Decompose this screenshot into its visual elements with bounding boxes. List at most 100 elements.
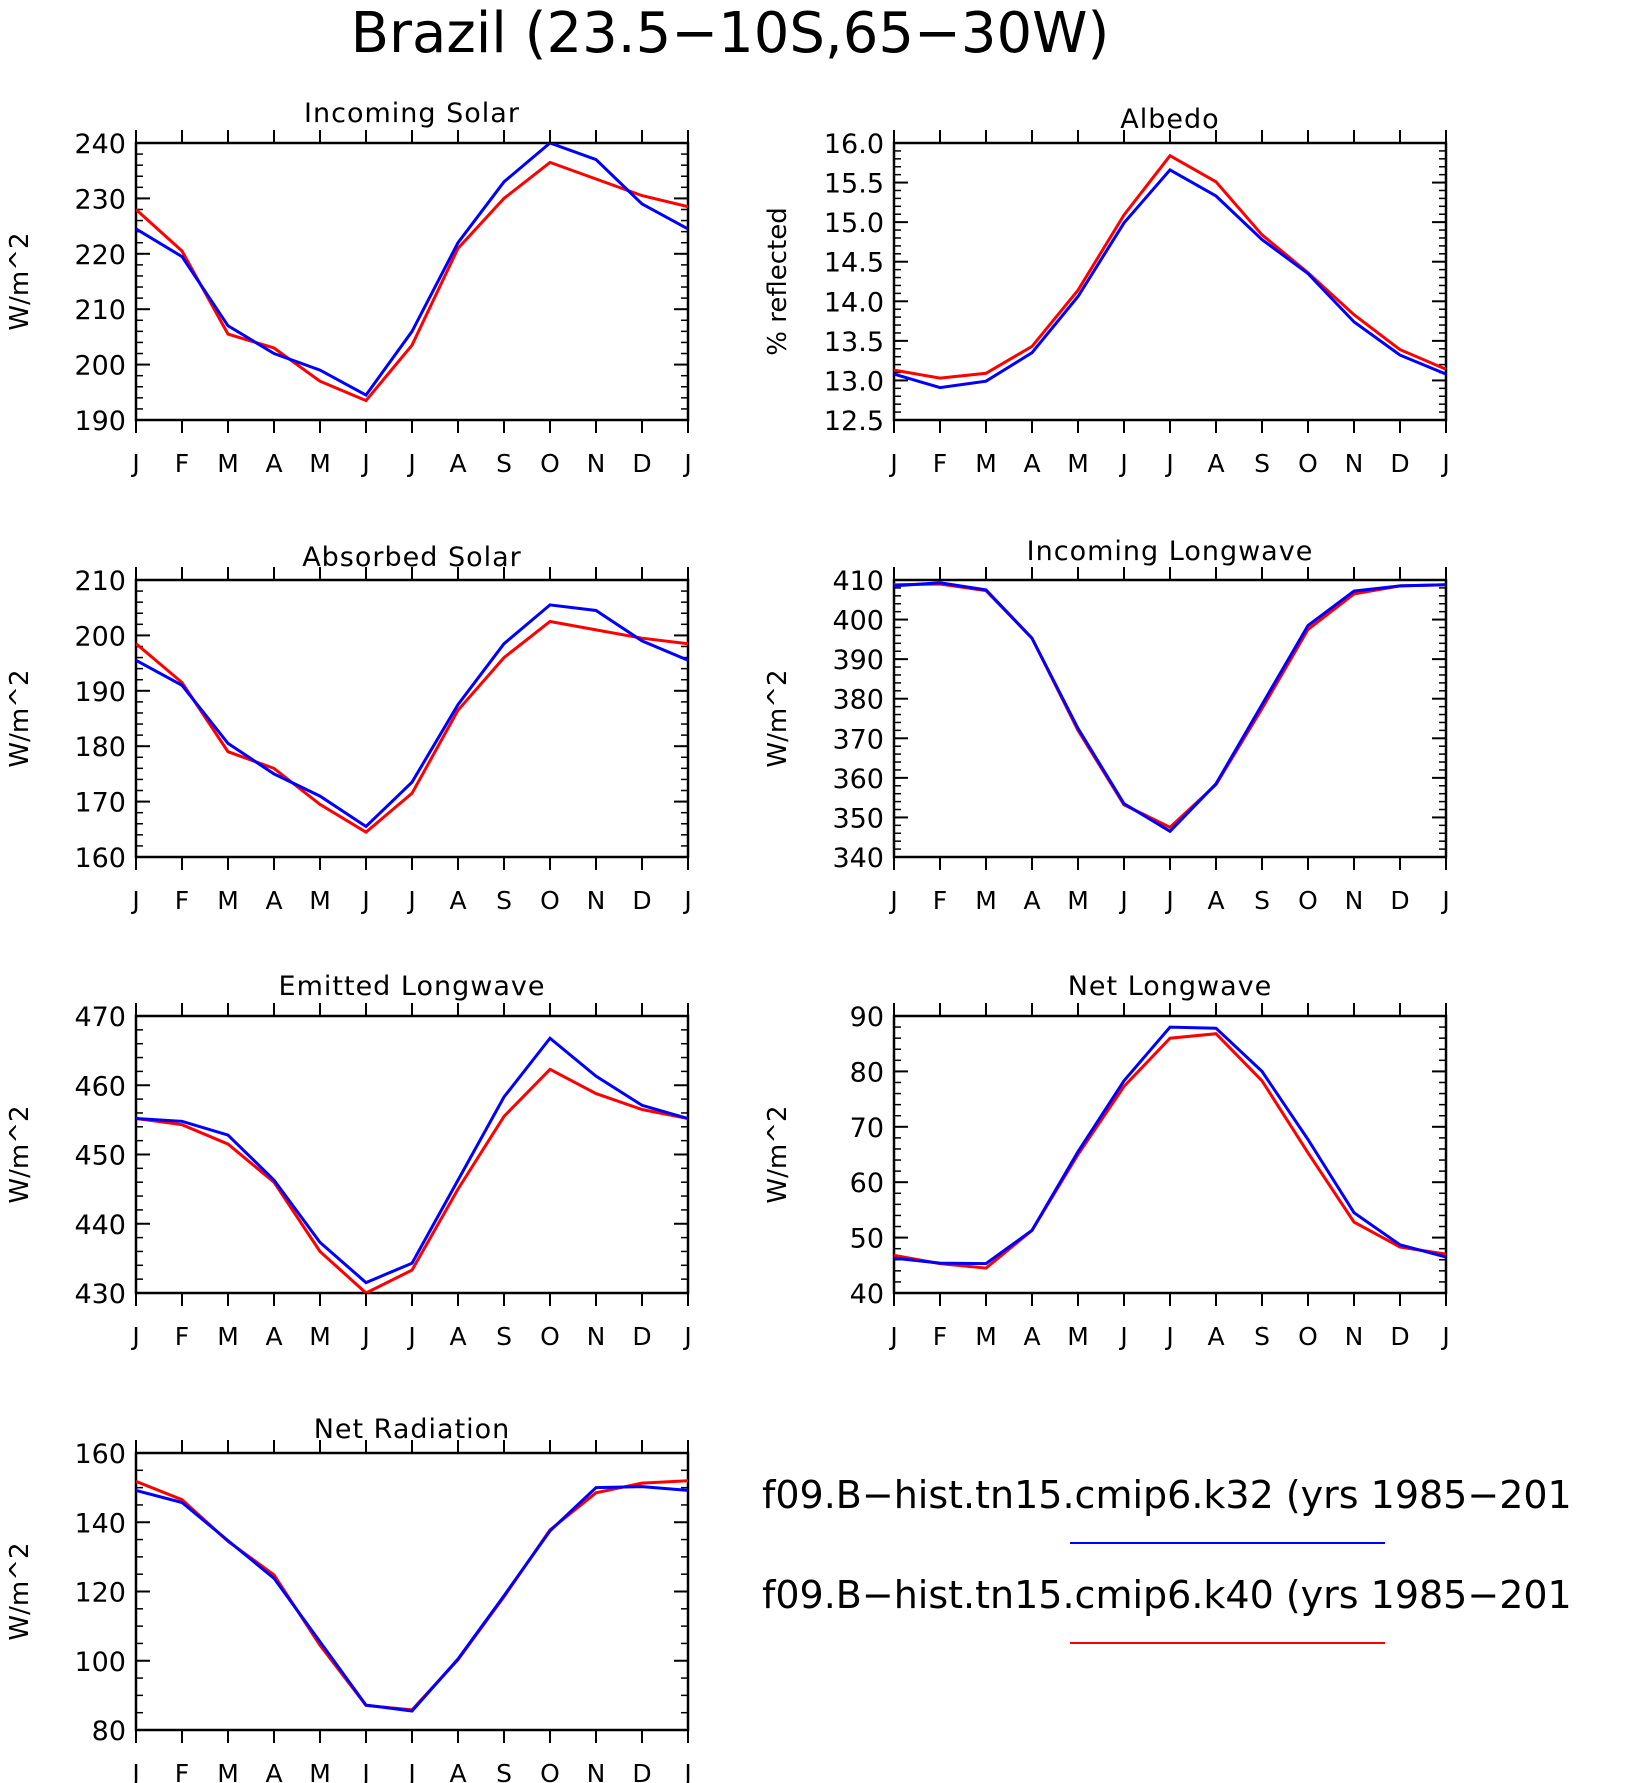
x-tick-label: M [1067, 1322, 1089, 1351]
y-tick-label: 13.5 [824, 327, 884, 358]
y-tick-label: 240 [74, 129, 126, 160]
series-line-red-net-radiation [136, 1479, 688, 1712]
x-tick-label: M [217, 1322, 239, 1351]
y-tick-label: 100 [74, 1647, 126, 1678]
x-tick-label: J [682, 449, 691, 478]
plot-frame-incoming-longwave [892, 578, 1448, 859]
x-tick-label: A [449, 1759, 466, 1783]
y-tick-label: 390 [832, 645, 884, 676]
x-tick-label: F [175, 886, 189, 915]
y-tick-label: 16.0 [824, 129, 884, 160]
y-axis-label-albedo: % reflected [763, 207, 793, 355]
y-tick-label: 15.5 [824, 169, 884, 200]
x-tick-label: S [496, 1759, 512, 1783]
y-tick-label: 200 [74, 351, 126, 382]
x-tick-label: S [1254, 449, 1270, 478]
series-line-red-incoming-solar [136, 160, 688, 403]
y-tick-label: 14.0 [824, 287, 884, 318]
y-tick-label: 15.0 [824, 208, 884, 239]
y-tick-label: 400 [832, 606, 884, 637]
y-tick-label: 430 [74, 1279, 126, 1310]
series-line-blue-emitted-longwave [136, 1036, 688, 1285]
x-tick-label: J [360, 449, 369, 478]
y-tick-label: 14.5 [824, 248, 884, 279]
series-line-blue-incoming-solar [136, 143, 688, 398]
x-tick-label: J [360, 1759, 369, 1783]
x-tick-label: M [309, 449, 331, 478]
x-tick-label: M [309, 1322, 331, 1351]
x-tick-label: A [449, 449, 466, 478]
x-tick-label: D [1390, 449, 1409, 478]
series-line-red-net-longwave [894, 1032, 1446, 1270]
x-tick-label: A [449, 1322, 466, 1351]
x-tick-label: O [540, 886, 560, 915]
panel-incoming-longwave: Incoming Longwave W/m^2 410 400 390 380 370 360… [763, 536, 1450, 915]
legend: f09.B−hist.tn15.cmip6.k32 (yrs 1985−201 … [762, 1473, 1572, 1644]
x-tick-label: J [360, 1322, 369, 1351]
x-tick-label: A [1207, 1322, 1224, 1351]
x-tick-label: F [933, 886, 947, 915]
panel-title-net-longwave: Net Longwave [1068, 971, 1273, 1002]
x-tick-label: M [975, 1322, 997, 1351]
x-tick-label: M [217, 449, 239, 478]
y-axis-label-incoming-longwave: W/m^2 [763, 669, 793, 767]
x-tick-label: F [175, 1322, 189, 1351]
y-axis-label-net-radiation: W/m^2 [5, 1542, 35, 1640]
x-tick-label: N [587, 1759, 606, 1783]
y-tick-label: 170 [74, 788, 126, 819]
series-line-blue-absorbed-solar [136, 603, 688, 829]
y-tick-label: 190 [74, 677, 126, 708]
x-tick-label: D [1390, 1322, 1409, 1351]
x-tick-label: J [682, 1322, 691, 1351]
series-line-blue-net-longwave [894, 1025, 1446, 1266]
x-tick-label: J [1440, 1322, 1449, 1351]
x-tick-label: J [1164, 886, 1173, 915]
x-tick-label: S [496, 1322, 512, 1351]
x-tick-label: J [1118, 1322, 1127, 1351]
x-tick-label: D [632, 1322, 651, 1351]
x-tick-label: N [1345, 1322, 1364, 1351]
x-tick-label: J [130, 449, 139, 478]
y-tick-label: 470 [74, 1002, 126, 1033]
series-line-blue-net-radiation [136, 1485, 688, 1713]
y-tick-label: 40 [850, 1279, 884, 1310]
x-tick-label: S [496, 886, 512, 915]
y-tick-label: 80 [850, 1057, 884, 1088]
panel-title-incoming-solar: Incoming Solar [304, 98, 520, 129]
x-tick-label: M [309, 886, 331, 915]
x-tick-label: N [587, 449, 606, 478]
legend-label-k40: f09.B−hist.tn15.cmip6.k40 (yrs 1985−201 [762, 1573, 1572, 1617]
x-tick-label: J [682, 1759, 691, 1783]
y-tick-label: 210 [74, 566, 126, 597]
y-axis-label-net-longwave: W/m^2 [763, 1105, 793, 1203]
plot-frame-net-longwave [892, 1014, 1448, 1295]
y-axis-label-incoming-solar: W/m^2 [5, 232, 35, 330]
x-tick-label: O [1298, 886, 1318, 915]
series-line-red-emitted-longwave [136, 1067, 688, 1293]
x-tick-label: O [540, 1322, 560, 1351]
x-tick-label: S [496, 449, 512, 478]
y-tick-label: 180 [74, 732, 126, 763]
x-tick-label: A [449, 886, 466, 915]
x-tick-label: A [1023, 886, 1040, 915]
y-tick-label: 340 [832, 843, 884, 874]
x-tick-label: F [175, 1759, 189, 1783]
x-tick-label: J [406, 886, 415, 915]
y-tick-label: 220 [74, 240, 126, 271]
panel-title-emitted-longwave: Emitted Longwave [279, 971, 546, 1002]
y-tick-label: 70 [850, 1113, 884, 1144]
x-tick-label: O [1298, 449, 1318, 478]
y-axis-label-absorbed-solar: W/m^2 [5, 669, 35, 767]
series-line-red-absorbed-solar [136, 619, 688, 834]
figure-title: Brazil (23.5−10S,65−30W) [351, 1, 1110, 66]
x-tick-label: D [1390, 886, 1409, 915]
x-tick-label: F [933, 1322, 947, 1351]
x-tick-label: J [1118, 886, 1127, 915]
x-tick-label: M [217, 1759, 239, 1783]
series-line-blue-incoming-longwave [894, 581, 1446, 834]
x-tick-label: J [1440, 886, 1449, 915]
